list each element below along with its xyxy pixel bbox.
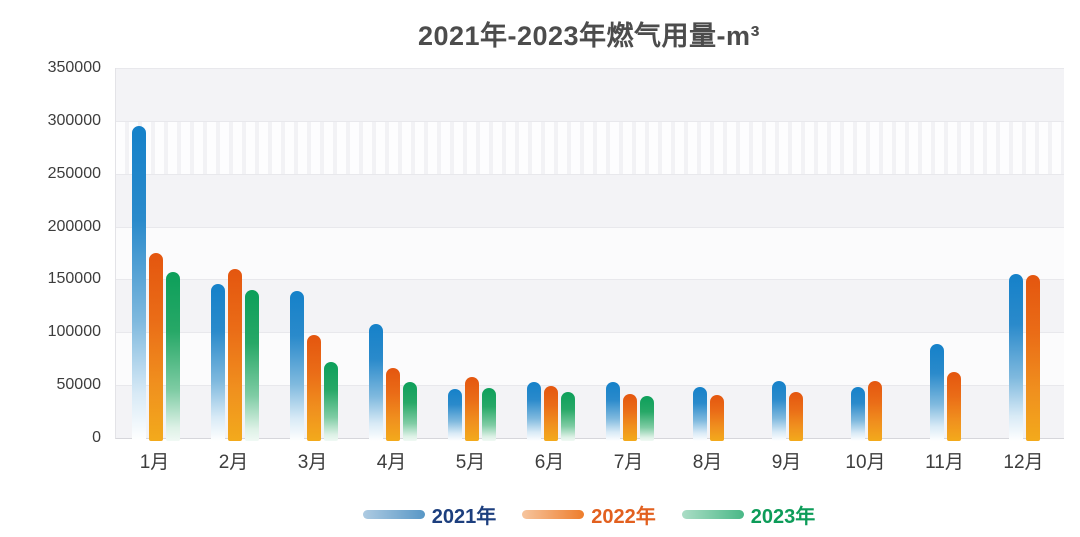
chart-title: 2021年-2023年燃气用量-m³ xyxy=(417,21,761,51)
x-label-3月: 3月 xyxy=(297,452,328,473)
bar-group-8月 xyxy=(669,68,748,441)
bar-2022年-7月 xyxy=(622,393,637,441)
legend-swatch-2023年 xyxy=(681,510,744,519)
legend-item-2021年[interactable]: 2021年 xyxy=(362,500,497,529)
bar-2021年-11月 xyxy=(930,343,944,441)
bar-2021年-10月 xyxy=(851,387,865,441)
y-tick-label: 250000 xyxy=(47,164,101,182)
bar-2021年-7月 xyxy=(605,381,620,441)
y-tick-label: 150000 xyxy=(47,270,101,288)
y-tick-label: 0 xyxy=(92,429,101,446)
y-tick-label: 300000 xyxy=(47,111,101,129)
bar-group-1月 xyxy=(116,68,195,441)
legend-label: 2023年 xyxy=(750,506,816,528)
bar-2022年-2月 xyxy=(227,268,242,441)
bar-2023年-2月 xyxy=(244,290,259,441)
bar-group-10月 xyxy=(827,68,906,441)
plot-band xyxy=(116,226,1064,280)
bar-2023年-4月 xyxy=(402,381,417,441)
bar-groups xyxy=(116,68,1064,441)
gridline xyxy=(116,332,1064,334)
y-tick-label: 200000 xyxy=(47,217,101,235)
plot-band xyxy=(116,173,1064,227)
plot-band xyxy=(116,279,1064,333)
bar-group-9月 xyxy=(748,68,827,441)
bar-2023年-3月 xyxy=(323,361,338,441)
bar-2022年-9月 xyxy=(789,391,803,441)
plot-band xyxy=(116,68,1064,121)
bar-group-7月 xyxy=(590,68,669,441)
bar-group-11月 xyxy=(906,68,985,441)
gridline xyxy=(116,68,1064,69)
gridline xyxy=(116,226,1064,228)
x-label-8月: 8月 xyxy=(692,452,723,473)
bar-2021年-8月 xyxy=(693,387,707,441)
legend: 2021年 2022年 2023年 xyxy=(115,500,1063,529)
x-label-9月: 9月 xyxy=(771,452,802,473)
plot-band xyxy=(116,385,1064,438)
gridline xyxy=(116,385,1064,387)
bar-group-3月 xyxy=(274,68,353,441)
bar-2022年-10月 xyxy=(868,380,882,441)
bar-2022年-8月 xyxy=(710,394,724,441)
bar-2021年-2月 xyxy=(210,283,225,441)
x-label-5月: 5月 xyxy=(455,452,486,473)
plot-band xyxy=(116,120,1064,174)
bar-2022年-1月 xyxy=(148,253,163,441)
bar-2021年-4月 xyxy=(368,323,383,441)
bar-2023年-7月 xyxy=(639,395,654,441)
bar-2022年-4月 xyxy=(385,368,400,441)
x-label-12月: 12月 xyxy=(1003,452,1044,473)
y-axis: 350000 300000 250000 200000 150000 100000 5000… xyxy=(0,59,102,446)
gridline xyxy=(116,120,1064,122)
x-label-6月: 6月 xyxy=(534,452,565,473)
legend-item-2022年[interactable]: 2022年 xyxy=(522,500,656,529)
bar-group-2月 xyxy=(195,68,274,441)
x-label-11月: 11月 xyxy=(925,452,964,473)
bar-2022年-6月 xyxy=(543,386,558,441)
bar-2022年-12月 xyxy=(1026,275,1040,441)
gridline xyxy=(116,279,1064,281)
x-label-10月: 10月 xyxy=(845,452,886,473)
bar-2022年-3月 xyxy=(306,335,321,441)
y-tick-label: 350000 xyxy=(47,59,101,76)
legend-item-2023年[interactable]: 2023年 xyxy=(681,500,816,529)
bar-2021年-5月 xyxy=(447,389,462,441)
x-label-4月: 4月 xyxy=(376,452,407,473)
bar-2022年-11月 xyxy=(947,372,961,441)
bar-2021年-3月 xyxy=(289,291,304,441)
bar-2021年-9月 xyxy=(772,380,786,441)
gridline xyxy=(116,173,1064,175)
plot-band xyxy=(116,332,1064,386)
bar-2021年-6月 xyxy=(526,381,541,441)
bar-2021年-12月 xyxy=(1009,274,1023,441)
bar-2023年-1月 xyxy=(165,272,180,441)
legend-swatch-2022年 xyxy=(522,510,585,519)
legend-label: 2021年 xyxy=(431,506,497,528)
bar-group-4月 xyxy=(353,68,432,441)
plot-area xyxy=(115,68,1064,441)
bar-group-12月 xyxy=(985,68,1064,441)
bar-2022年-5月 xyxy=(464,376,479,441)
legend-label: 2022年 xyxy=(591,506,656,528)
bar-2023年-6月 xyxy=(560,391,575,441)
y-tick-label: 100000 xyxy=(47,323,101,341)
bar-2023年-5月 xyxy=(481,388,496,441)
bar-group-6月 xyxy=(511,68,590,441)
x-axis-labels: 1月 2月 3月 4月 5月 6月 7月 8月 9月 10月 11月 12月 xyxy=(115,447,1063,474)
legend-swatch-2021年 xyxy=(362,510,425,519)
x-label-1月: 1月 xyxy=(139,452,170,473)
bar-group-5月 xyxy=(432,68,511,441)
x-label-7月: 7月 xyxy=(613,452,644,473)
bar-2021年-1月 xyxy=(131,126,146,441)
x-label-2月: 2月 xyxy=(218,452,249,473)
y-tick-label: 50000 xyxy=(56,376,102,394)
